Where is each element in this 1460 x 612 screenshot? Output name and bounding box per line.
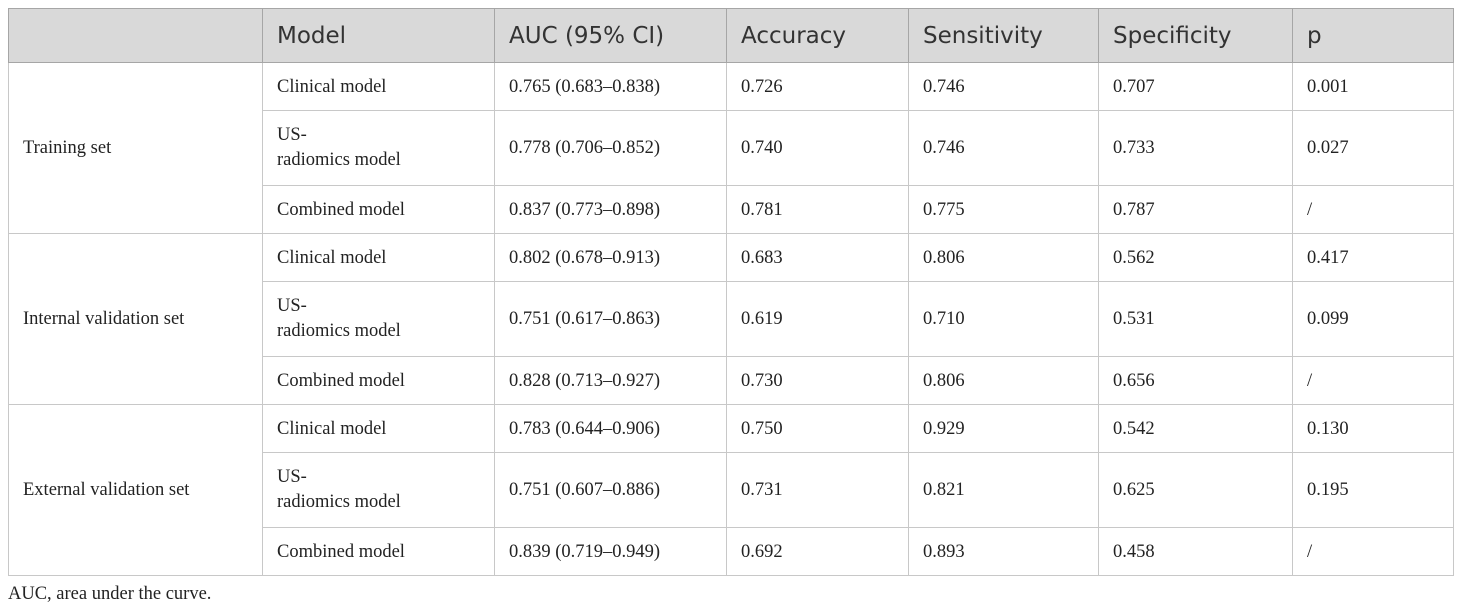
table-row: Internal validation set Clinical model 0… [8,233,1454,405]
model-line: radiomics model [277,150,401,170]
p-cell: 0.027 [1292,110,1454,186]
table-row: US- radiomics model 0.751 (0.607–0.886) … [9,452,1454,528]
model-line: US- [277,467,307,487]
accuracy-cell: 0.730 [726,356,909,405]
auc-cell: 0.839 (0.719–0.949) [494,527,727,576]
p-cell: 0.195 [1292,452,1454,528]
header-auc: AUC (95% CI) [494,8,727,63]
model-cell: Clinical model [262,62,495,111]
results-table: Model AUC (95% CI) Accuracy Sensitivity … [8,8,1454,576]
sensitivity-cell: 0.710 [908,281,1099,357]
accuracy-cell: 0.683 [726,233,909,282]
header-p: p [1292,8,1454,63]
sensitivity-cell: 0.821 [908,452,1099,528]
specificity-cell: 0.531 [1098,281,1293,357]
table-row: US- radiomics model 0.751 (0.617–0.863) … [9,281,1454,357]
model-line: US- [277,125,307,145]
auc-cell: 0.783 (0.644–0.906) [494,404,727,453]
model-cell: Clinical model [262,404,495,453]
auc-cell: 0.751 (0.607–0.886) [494,452,727,528]
specificity-cell: 0.787 [1098,185,1293,234]
table-footnote: AUC, area under the curve. [8,584,212,604]
p-cell: 0.099 [1292,281,1454,357]
specificity-cell: 0.625 [1098,452,1293,528]
header-accuracy: Accuracy [726,8,909,63]
header-specificity: Specificity [1098,8,1293,63]
set-label: Internal validation set [8,233,263,405]
auc-cell: 0.778 (0.706–0.852) [494,110,727,186]
header-sensitivity: Sensitivity [908,8,1099,63]
model-cell: US- radiomics model [262,110,495,186]
specificity-cell: 0.707 [1098,62,1293,111]
sensitivity-cell: 0.746 [908,62,1099,111]
accuracy-cell: 0.731 [726,452,909,528]
model-cell: Combined model [262,185,495,234]
header-model: Model [262,8,495,63]
sensitivity-cell: 0.893 [908,527,1099,576]
p-cell: / [1292,185,1454,234]
set-label: External validation set [8,404,263,576]
specificity-cell: 0.458 [1098,527,1293,576]
set-label: Training set [8,62,263,234]
accuracy-cell: 0.692 [726,527,909,576]
table-row: External validation set Clinical model 0… [8,404,1454,576]
table-row: Training set Clinical model 0.765 (0.683… [8,62,1454,234]
model-line: US- [277,296,307,316]
specificity-cell: 0.733 [1098,110,1293,186]
model-cell: Combined model [262,527,495,576]
p-cell: 0.130 [1292,404,1454,453]
table-row: Combined model 0.837 (0.773–0.898) 0.781… [9,185,1454,234]
model-cell: US- radiomics model [262,281,495,357]
accuracy-cell: 0.740 [726,110,909,186]
accuracy-cell: 0.726 [726,62,909,111]
model-line: radiomics model [277,321,401,341]
model-cell: US- radiomics model [262,452,495,528]
p-cell: 0.417 [1292,233,1454,282]
specificity-cell: 0.542 [1098,404,1293,453]
sensitivity-cell: 0.775 [908,185,1099,234]
model-cell: Clinical model [262,233,495,282]
sensitivity-cell: 0.806 [908,356,1099,405]
auc-cell: 0.751 (0.617–0.863) [494,281,727,357]
sensitivity-cell: 0.806 [908,233,1099,282]
specificity-cell: 0.656 [1098,356,1293,405]
accuracy-cell: 0.781 [726,185,909,234]
auc-cell: 0.802 (0.678–0.913) [494,233,727,282]
table-row: Combined model 0.839 (0.719–0.949) 0.692… [9,527,1454,576]
sensitivity-cell: 0.746 [908,110,1099,186]
p-cell: / [1292,527,1454,576]
auc-cell: 0.837 (0.773–0.898) [494,185,727,234]
specificity-cell: 0.562 [1098,233,1293,282]
auc-cell: 0.828 (0.713–0.927) [494,356,727,405]
p-cell: 0.001 [1292,62,1454,111]
accuracy-cell: 0.619 [726,281,909,357]
model-cell: Combined model [262,356,495,405]
table-row: US- radiomics model 0.778 (0.706–0.852) … [9,110,1454,186]
header-set [8,8,263,63]
auc-cell: 0.765 (0.683–0.838) [494,62,727,111]
accuracy-cell: 0.750 [726,404,909,453]
p-cell: / [1292,356,1454,405]
table-header-row: Model AUC (95% CI) Accuracy Sensitivity … [8,8,1454,63]
model-line: radiomics model [277,492,401,512]
sensitivity-cell: 0.929 [908,404,1099,453]
